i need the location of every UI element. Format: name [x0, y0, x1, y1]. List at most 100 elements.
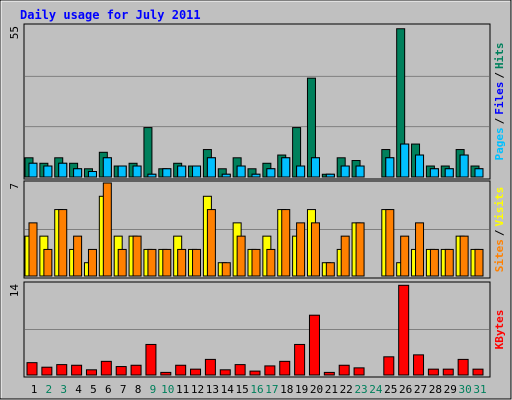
bar [398, 284, 410, 376]
x-tick-label: 6 [105, 383, 112, 396]
bar [28, 222, 38, 277]
x-tick-label: 19 [295, 383, 308, 396]
legend-separator: / [493, 72, 506, 79]
bar [236, 235, 246, 277]
bar [353, 367, 365, 376]
bar [385, 209, 395, 277]
bar [204, 358, 216, 376]
x-tick-label: 15 [236, 383, 249, 396]
bar [206, 209, 216, 277]
bar [429, 248, 439, 277]
x-tick-label: 9 [150, 383, 157, 396]
legend-separator: / [493, 117, 506, 124]
x-tick-label: 1 [31, 383, 38, 396]
legend: KBytes [493, 310, 506, 350]
x-tick-label: 20 [310, 383, 323, 396]
bar [400, 235, 410, 277]
x-tick-label: 27 [414, 383, 427, 396]
bar [130, 364, 142, 376]
bar [296, 222, 306, 277]
bar [296, 165, 306, 178]
bar [177, 248, 187, 277]
x-tick-label: 7 [120, 383, 127, 396]
legend-entry: Files [493, 82, 506, 115]
bar [132, 165, 142, 178]
legend: Sites / Visits [493, 187, 506, 273]
bar [281, 209, 291, 277]
bar [143, 127, 153, 178]
x-tick-label: 22 [340, 383, 353, 396]
bar [117, 248, 127, 277]
bar [175, 364, 187, 376]
bar [400, 143, 410, 178]
bar [43, 248, 53, 277]
bar [162, 168, 172, 178]
bar [236, 165, 246, 178]
bar [100, 360, 112, 376]
x-tick-label: 30 [459, 383, 472, 396]
bar [41, 366, 53, 376]
bar [459, 235, 469, 277]
x-tick-label: 8 [135, 383, 142, 396]
x-tick-label: 4 [75, 383, 82, 396]
bar [340, 165, 350, 178]
bar [87, 248, 97, 277]
bar [338, 364, 350, 376]
chart-title: Daily usage for July 2011 [20, 8, 201, 22]
y-tick-label: 14 [8, 284, 21, 298]
bar [221, 262, 231, 277]
bar [457, 358, 469, 376]
bar [281, 157, 291, 178]
bar [279, 360, 291, 376]
x-tick-label: 18 [280, 383, 293, 396]
legend-entry: Hits [493, 43, 506, 70]
bar [474, 248, 484, 277]
bar [249, 370, 261, 376]
y-tick-label: 7 [8, 183, 21, 190]
bar [28, 162, 38, 178]
bar [472, 368, 484, 376]
bar [444, 168, 454, 178]
legend-entry: Sites [493, 239, 506, 272]
bar [73, 235, 83, 277]
x-tick-label: 3 [60, 383, 67, 396]
bar [413, 354, 425, 376]
x-tick-label: 29 [444, 383, 457, 396]
bar [85, 369, 97, 376]
x-tick-label: 14 [221, 383, 235, 396]
x-tick-label: 17 [265, 383, 278, 396]
bar [459, 154, 469, 178]
bar [117, 165, 127, 178]
bar [264, 365, 276, 376]
x-tick-label: 24 [369, 383, 383, 396]
legend-entry: KBytes [493, 310, 506, 350]
bar [43, 165, 53, 178]
bar [251, 173, 261, 178]
bar [415, 154, 425, 178]
bar [385, 157, 395, 178]
bar [221, 173, 231, 178]
bar [87, 171, 97, 178]
bar [58, 209, 68, 277]
bar [190, 368, 202, 376]
bar [266, 168, 276, 178]
bar [177, 165, 187, 178]
x-tick-label: 16 [250, 383, 263, 396]
bar [310, 157, 320, 178]
x-tick-label: 13 [206, 383, 219, 396]
bar [429, 168, 439, 178]
bar [73, 168, 83, 178]
bar [442, 368, 454, 376]
bar [162, 248, 172, 277]
bar [355, 165, 365, 178]
y-tick-label: 55 [8, 26, 21, 39]
bar [147, 173, 157, 178]
x-tick-label: 28 [429, 383, 442, 396]
x-tick-label: 10 [161, 383, 174, 396]
bar [427, 368, 439, 376]
bar [26, 362, 38, 376]
bar [383, 356, 395, 376]
bar [206, 157, 216, 178]
bar [310, 222, 320, 277]
